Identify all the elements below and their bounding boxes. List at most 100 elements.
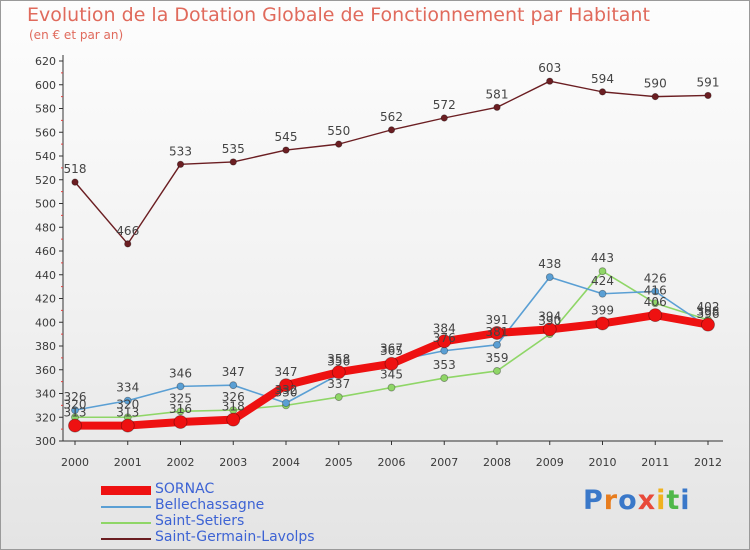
data-label: 443 (591, 251, 614, 265)
x-tick-label: 2007 (430, 456, 458, 469)
y-tick-label: 380 (35, 340, 56, 353)
logo-letter: i (656, 485, 667, 516)
data-point (68, 418, 82, 433)
series-saint-setiers (71, 267, 712, 422)
chart-title: Evolution de la Dotation Globale de Fonc… (27, 4, 650, 26)
data-label: 353 (433, 358, 456, 372)
data-label: 398 (697, 305, 720, 319)
data-label: 594 (591, 72, 614, 86)
x-tick-label: 2010 (589, 456, 617, 469)
x-tick-label: 2012 (694, 456, 722, 469)
series-sornac (68, 308, 715, 433)
data-label: 320 (116, 397, 139, 411)
data-label: 345 (380, 368, 403, 382)
data-point (176, 160, 185, 168)
data-label: 313 (64, 406, 87, 420)
data-label: 581 (486, 87, 509, 101)
data-point (440, 114, 448, 122)
legend-label: SORNAC (155, 481, 215, 497)
data-label: 466 (116, 224, 139, 238)
data-label: 318 (222, 400, 245, 414)
data-label: 391 (486, 313, 509, 327)
data-point (229, 381, 238, 390)
data-label: 313 (116, 406, 139, 420)
data-point (124, 240, 132, 248)
data-label: 384 (433, 321, 456, 335)
x-tick-label: 2001 (114, 456, 142, 469)
data-label: 346 (169, 366, 192, 380)
data-label: 603 (538, 61, 561, 75)
data-point (651, 299, 660, 308)
data-label: 533 (169, 144, 192, 158)
data-point (542, 322, 557, 337)
data-label: 347 (222, 365, 245, 379)
x-tick-label: 2009 (536, 456, 564, 469)
y-tick-label: 600 (35, 79, 56, 92)
x-tick-label: 2003 (219, 456, 247, 469)
data-label: 572 (433, 98, 456, 112)
data-label: 426 (644, 271, 667, 285)
data-label: 390 (538, 314, 561, 328)
data-label: 326 (64, 390, 87, 404)
data-label: 330 (275, 385, 298, 399)
y-tick-label: 480 (35, 221, 56, 234)
data-point (282, 399, 290, 407)
data-label: 562 (380, 110, 403, 124)
legend-swatch (101, 506, 151, 508)
data-point (176, 407, 185, 416)
data-label: 376 (433, 331, 456, 345)
data-point (335, 140, 343, 148)
line-chart: 300 320 340 360 380 400 420 440 460 480 500 520 540 5… (35, 55, 723, 469)
y-tick-label: 300 (35, 435, 56, 448)
chart-subtitle: (en € et par an) (29, 28, 124, 42)
data-label: 356 (327, 355, 350, 369)
x-tick-label: 2000 (61, 456, 89, 469)
data-label: 399 (591, 303, 614, 317)
data-label: 394 (538, 309, 561, 323)
y-tick-label: 460 (35, 245, 56, 258)
legend-label: Saint-Germain-Lavolps (155, 529, 315, 545)
data-label: 550 (327, 124, 350, 138)
data-point (229, 158, 237, 166)
data-label: 358 (327, 352, 350, 366)
data-point (648, 308, 663, 323)
data-label: 325 (169, 391, 192, 405)
y-tick-label: 340 (35, 388, 56, 401)
y-tick-label: 620 (35, 55, 56, 68)
data-point (546, 77, 554, 85)
data-label: 334 (116, 381, 139, 395)
legend-swatch (101, 522, 151, 524)
legend-label: Bellechassagne (155, 497, 265, 513)
y-tick-label: 400 (35, 316, 56, 329)
data-point (490, 326, 504, 340)
data-point (440, 374, 449, 382)
data-label: 591 (697, 75, 720, 89)
data-point (387, 383, 396, 392)
data-label: 518 (64, 162, 87, 176)
x-tick-label: 2002 (167, 456, 195, 469)
data-point (331, 365, 346, 380)
data-label: 545 (275, 130, 298, 144)
data-point (282, 146, 290, 154)
data-label: 365 (380, 344, 403, 358)
data-point (493, 340, 501, 349)
data-label: 337 (327, 377, 350, 391)
x-tick-label: 2008 (483, 456, 511, 469)
data-label: 535 (222, 142, 245, 156)
series-saint-germain-lavolps (71, 77, 712, 248)
data-point (493, 103, 501, 111)
data-label: 381 (486, 325, 509, 339)
data-point (176, 382, 185, 391)
x-tick-label: 2005 (325, 456, 353, 469)
y-tick-label: 440 (35, 269, 56, 282)
data-label: 359 (486, 351, 509, 365)
y-tick-label: 360 (35, 364, 56, 377)
data-point (334, 393, 343, 401)
y-tick-label: 560 (35, 126, 56, 139)
data-point (598, 267, 607, 276)
legend-swatch (101, 486, 151, 495)
data-point (71, 406, 79, 415)
logo-letter: P (583, 485, 604, 516)
data-point (493, 367, 501, 375)
